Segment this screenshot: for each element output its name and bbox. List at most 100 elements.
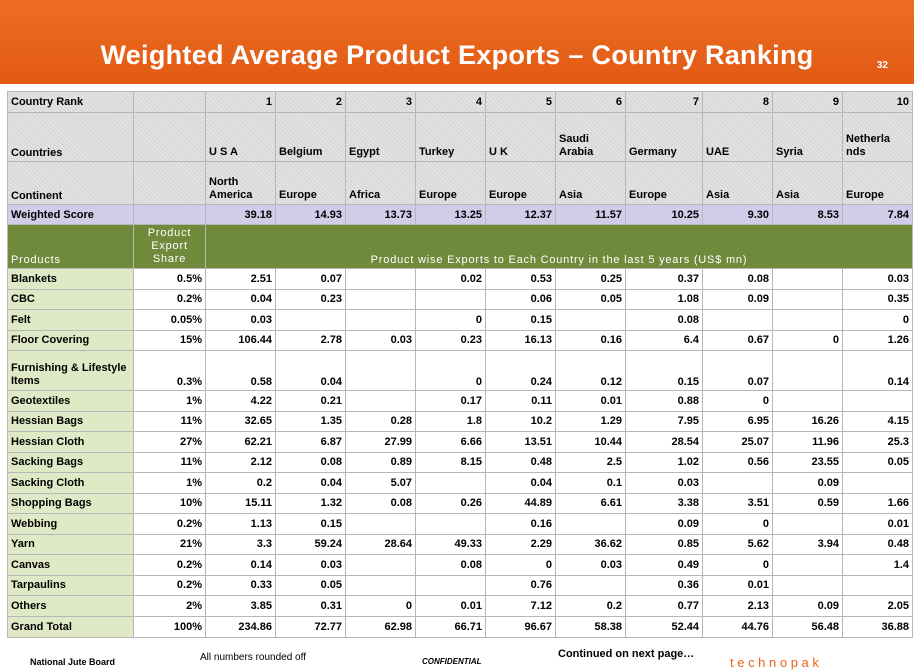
value-cell: 2.13 <box>702 595 773 617</box>
value-cell: 0.36 <box>625 574 703 596</box>
value-cell: 1.26 <box>842 329 913 351</box>
product-name: Blankets <box>7 268 134 290</box>
value-cell <box>345 268 416 290</box>
value-cell: 23.55 <box>772 451 843 473</box>
value-cell: 0.08 <box>702 268 773 290</box>
value-cell: 3.94 <box>772 533 843 555</box>
value-cell: 0.08 <box>415 554 486 576</box>
country-name: Saudi Arabia <box>555 112 626 162</box>
value-cell <box>345 554 416 576</box>
grand-total-row: Grand Total 100% 234.86 72.77 62.98 66.71 96.6… <box>7 615 913 638</box>
value-cell <box>772 390 843 412</box>
value-cell <box>772 309 843 331</box>
grand-total-cell: 234.86 <box>205 615 276 638</box>
product-row: Geotextiles 1% 4.22 0.21 0.17 0.11 0.01 0.88 0 <box>7 390 913 412</box>
value-cell: 0.04 <box>485 472 556 494</box>
rank-cell: 2 <box>275 91 346 113</box>
value-cell: 27.99 <box>345 431 416 453</box>
value-cell: 0.28 <box>345 410 416 432</box>
value-cell <box>842 574 913 596</box>
country-name: Turkey <box>415 112 486 162</box>
value-cell: 0.85 <box>625 533 703 555</box>
score-cell: 10.25 <box>625 204 703 225</box>
exports-header: Product wise Exports to Each Country in … <box>205 224 913 269</box>
footer-org: National Jute Board <box>30 657 116 667</box>
value-cell: 1.08 <box>625 288 703 310</box>
value-cell: 0.03 <box>625 472 703 494</box>
value-cell <box>345 350 416 391</box>
score-cell: 12.37 <box>485 204 556 225</box>
share-header: Product Export Share <box>133 224 206 269</box>
product-name: Yarn <box>7 533 134 555</box>
value-cell: 0.11 <box>485 390 556 412</box>
value-cell <box>772 350 843 391</box>
product-row: Sacking Cloth 1% 0.2 0.04 5.07 0.04 0.1 0.03 0.0… <box>7 472 913 494</box>
products-header-row: Products Product Export Share Product wise… <box>7 224 913 269</box>
countries-spacer <box>133 112 206 162</box>
product-share: 15% <box>133 329 206 351</box>
product-share: 0.3% <box>133 350 206 391</box>
value-cell: 0 <box>772 329 843 351</box>
product-share: 0.2% <box>133 513 206 535</box>
value-cell: 0.04 <box>275 472 346 494</box>
product-name: Sacking Bags <box>7 451 134 473</box>
value-cell: 0.06 <box>485 288 556 310</box>
value-cell: 0.2 <box>555 595 626 617</box>
value-cell: 0 <box>702 513 773 535</box>
value-cell: 16.26 <box>772 410 843 432</box>
footer-note: All numbers rounded off <box>200 652 306 663</box>
value-cell: 15.11 <box>205 492 276 514</box>
product-row: Floor Covering 15% 106.44 2.78 0.03 0.23 16.13… <box>7 329 913 351</box>
country-name: U S A <box>205 112 276 162</box>
product-share: 11% <box>133 410 206 432</box>
continent-spacer <box>133 161 206 205</box>
value-cell: 0 <box>485 554 556 576</box>
value-cell <box>345 574 416 596</box>
value-cell: 7.12 <box>485 595 556 617</box>
product-name: Shopping Bags <box>7 492 134 514</box>
value-cell: 0.76 <box>485 574 556 596</box>
grand-total-cell: 58.38 <box>555 615 626 638</box>
continent-name: North America <box>205 161 276 205</box>
value-cell: 0.01 <box>842 513 913 535</box>
rank-cell: 8 <box>702 91 773 113</box>
product-name: Geotextiles <box>7 390 134 412</box>
value-cell: 2.5 <box>555 451 626 473</box>
score-cell: 13.25 <box>415 204 486 225</box>
product-share: 2% <box>133 595 206 617</box>
rank-cell: 10 <box>842 91 913 113</box>
value-cell: 2.78 <box>275 329 346 351</box>
value-cell: 0.67 <box>702 329 773 351</box>
value-cell <box>415 513 486 535</box>
product-share: 11% <box>133 451 206 473</box>
value-cell: 0.01 <box>702 574 773 596</box>
value-cell: 3.38 <box>625 492 703 514</box>
value-cell: 0.48 <box>842 533 913 555</box>
value-cell: 49.33 <box>415 533 486 555</box>
product-row: Furnishing & Lifestyle Items 0.3% 0.58 0.04… <box>7 350 913 391</box>
grand-total-label: Grand Total <box>7 615 134 638</box>
value-cell: 0.08 <box>345 492 416 514</box>
value-cell: 0 <box>345 595 416 617</box>
value-cell: 10.2 <box>485 410 556 432</box>
product-share: 0.2% <box>133 288 206 310</box>
value-cell <box>772 513 843 535</box>
value-cell <box>702 472 773 494</box>
value-cell: 0.16 <box>485 513 556 535</box>
value-cell: 2.29 <box>485 533 556 555</box>
product-row: Sacking Bags 11% 2.12 0.08 0.89 8.15 0.48 2.5 1.… <box>7 451 913 473</box>
score-cell: 7.84 <box>842 204 913 225</box>
value-cell: 0.01 <box>415 595 486 617</box>
product-name: Tarpaulins <box>7 574 134 596</box>
value-cell: 0.04 <box>205 288 276 310</box>
products-header: Products <box>7 224 134 269</box>
value-cell: 0.04 <box>275 350 346 391</box>
product-name: Hessian Cloth <box>7 431 134 453</box>
value-cell: 0.89 <box>345 451 416 473</box>
value-cell: 0.26 <box>415 492 486 514</box>
product-row: Others 2% 3.85 0.31 0 0.01 7.12 0.2 0.77 2.13 0.09… <box>7 595 913 617</box>
value-cell: 0 <box>415 350 486 391</box>
value-cell <box>772 554 843 576</box>
slide-title: Weighted Average Product Exports – Count… <box>100 40 814 70</box>
value-cell: 11.96 <box>772 431 843 453</box>
